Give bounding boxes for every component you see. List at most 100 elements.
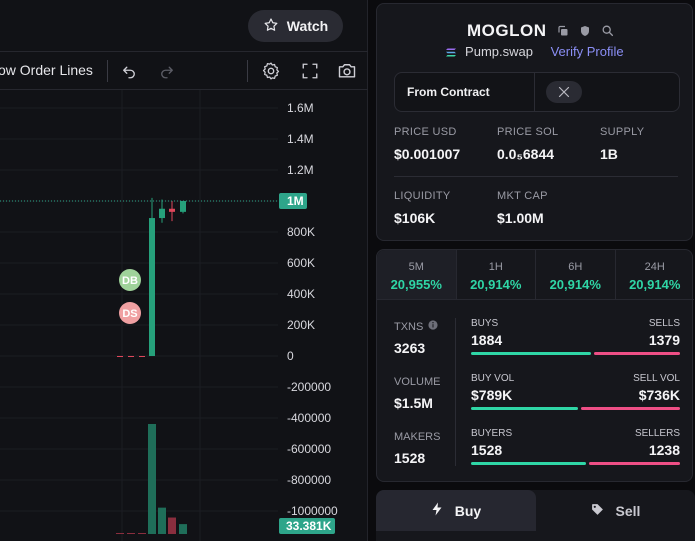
volume-stat: VOLUME $1.5M — [394, 376, 440, 411]
buy-sell-volume-row: BUY VOL SELL VOL $789K $736K — [471, 373, 680, 410]
makers-stat: MAKERS 1528 — [394, 431, 440, 466]
activity-divider — [455, 318, 456, 466]
timeframe-tabs: 5M 20,955% 1H 20,914% 6H 20,914% 24H 20,… — [377, 250, 694, 300]
candle-body — [128, 356, 134, 357]
stat-liquidity: LIQUIDITY $106K — [394, 190, 451, 226]
txns-label-row: TXNS — [394, 320, 438, 333]
token-info-card: MOGLON Pump.swap Verify Profile From Con… — [376, 3, 693, 241]
buy-vol-value: $789K — [471, 387, 513, 403]
timeframe-change: 20,914% — [629, 277, 681, 292]
stat-label: PRICE USD — [394, 126, 457, 138]
volume-tag — [279, 518, 335, 534]
price-axis-label: -200000 — [287, 380, 331, 394]
sell-vol-label: SELL VOL — [633, 373, 680, 384]
sell-label: Sell — [615, 502, 641, 519]
contract-box: From Contract — [394, 72, 680, 112]
price-axis-label: -600000 — [287, 442, 331, 456]
current-price-label: 1M — [287, 194, 304, 208]
buyers-value: 1528 — [471, 442, 503, 458]
activity-card: 5M 20,955% 1H 20,914% 6H 20,914% 24H 20,… — [376, 249, 694, 482]
tab-1h[interactable]: 1H 20,914% — [457, 250, 536, 299]
tab-5m[interactable]: 5M 20,955% — [377, 250, 457, 299]
verify-profile-link[interactable]: Verify Profile — [550, 44, 624, 59]
buys-value: 1884 — [471, 332, 503, 348]
buy-vol-bar — [471, 407, 579, 410]
tab-24h[interactable]: 24H 20,914% — [616, 250, 695, 299]
exchange-link[interactable]: Pump.swap — [465, 44, 533, 59]
fullscreen-icon[interactable] — [297, 58, 323, 84]
stat-price-usd: PRICE USD $0.001007 — [394, 126, 460, 162]
buy-vol-label: BUY VOL — [471, 373, 515, 384]
timeframe-change: 20,914% — [470, 277, 522, 292]
candle-body — [149, 218, 155, 356]
camera-icon[interactable] — [334, 58, 360, 84]
volume-label: VOLUME — [394, 376, 441, 388]
candle-body — [180, 201, 186, 212]
makers-label: MAKERS — [394, 431, 441, 443]
price-axis-label: 1.6M — [287, 101, 314, 115]
stat-label: LIQUIDITY — [394, 190, 451, 202]
watch-label: Watch — [286, 18, 329, 34]
token-name: MOGLON — [467, 21, 547, 40]
tab-buy[interactable]: Buy — [376, 490, 536, 531]
x-logo-icon[interactable] — [546, 81, 582, 103]
token-title-row: MOGLON — [467, 21, 614, 42]
search-icon[interactable] — [601, 22, 614, 42]
star-icon — [263, 17, 279, 36]
copy-icon[interactable] — [557, 22, 569, 42]
shield-icon[interactable] — [579, 22, 591, 42]
price-axis-label: 800K — [287, 225, 315, 239]
watch-button[interactable]: Watch — [248, 10, 343, 42]
buys-sells-bar — [471, 352, 680, 355]
buy-label: Buy — [454, 502, 482, 519]
stat-market-cap: MKT CAP $1.00M — [497, 190, 548, 226]
stat-value: $1.00M — [497, 210, 544, 226]
price-axis-label: 1.2M — [287, 163, 314, 177]
candle-body — [169, 208, 175, 212]
buys-label: BUYS — [471, 318, 499, 329]
price-axis-label: 200K — [287, 318, 315, 332]
current-price-tag — [279, 193, 307, 209]
buyers-label: BUYERS — [471, 428, 513, 439]
buyers-bar — [471, 462, 586, 465]
undo-icon[interactable] — [116, 58, 142, 84]
contract-label[interactable]: From Contract — [407, 85, 490, 99]
buys-bar — [471, 352, 591, 355]
volume-bar — [116, 533, 124, 534]
marker-label: DB — [122, 275, 138, 287]
buy-sell-volume-bar — [471, 407, 680, 410]
timeframe-change: 20,955% — [390, 277, 442, 292]
contract-divider — [534, 73, 535, 111]
price-axis-label: -400000 — [287, 411, 331, 425]
gear-icon[interactable] — [258, 58, 284, 84]
stat-value: 0.0₅6844 — [497, 146, 555, 162]
stats-divider — [394, 176, 678, 177]
sells-bar — [593, 352, 680, 355]
buyers-sellers-bar — [471, 462, 680, 465]
sells-label: SELLS — [648, 318, 680, 329]
redo-icon[interactable] — [154, 58, 180, 84]
trade-tabs: Buy Sell — [376, 490, 695, 541]
price-axis-label: -800000 — [287, 473, 331, 487]
sellers-bar — [588, 462, 680, 465]
txns-value: 3263 — [394, 340, 426, 356]
price-axis-label: 1.4M — [287, 132, 314, 146]
dev-sell-marker — [119, 302, 141, 324]
tab-sell[interactable]: Sell — [536, 490, 695, 531]
txns-label: TXNS — [394, 320, 424, 333]
timeframe-label: 24H — [644, 261, 665, 273]
show-order-lines-toggle[interactable]: ow Order Lines — [0, 62, 93, 78]
tab-6h[interactable]: 6H 20,914% — [536, 250, 616, 299]
volume-bar — [158, 507, 166, 534]
chart-panel: Watch ow Order Lines 1.6M 1.4M 1.2M 800K 600… — [0, 0, 368, 541]
stat-label: SUPPLY — [600, 126, 645, 138]
sell-vol-value: $736K — [638, 387, 680, 403]
timeframe-label: 6H — [568, 261, 583, 273]
price-axis-label: 600K — [287, 256, 315, 270]
info-icon[interactable] — [428, 320, 438, 333]
price-axis-label: 400K — [287, 287, 315, 301]
volume-bar — [179, 524, 187, 534]
price-chart[interactable]: 1.6M 1.4M 1.2M 800K 600K 400K 200K 0 -200000 -400… — [0, 90, 368, 541]
buyers-sellers-row: BUYERS SELLERS 1528 1238 — [471, 428, 680, 465]
stat-value: $106K — [394, 210, 436, 226]
